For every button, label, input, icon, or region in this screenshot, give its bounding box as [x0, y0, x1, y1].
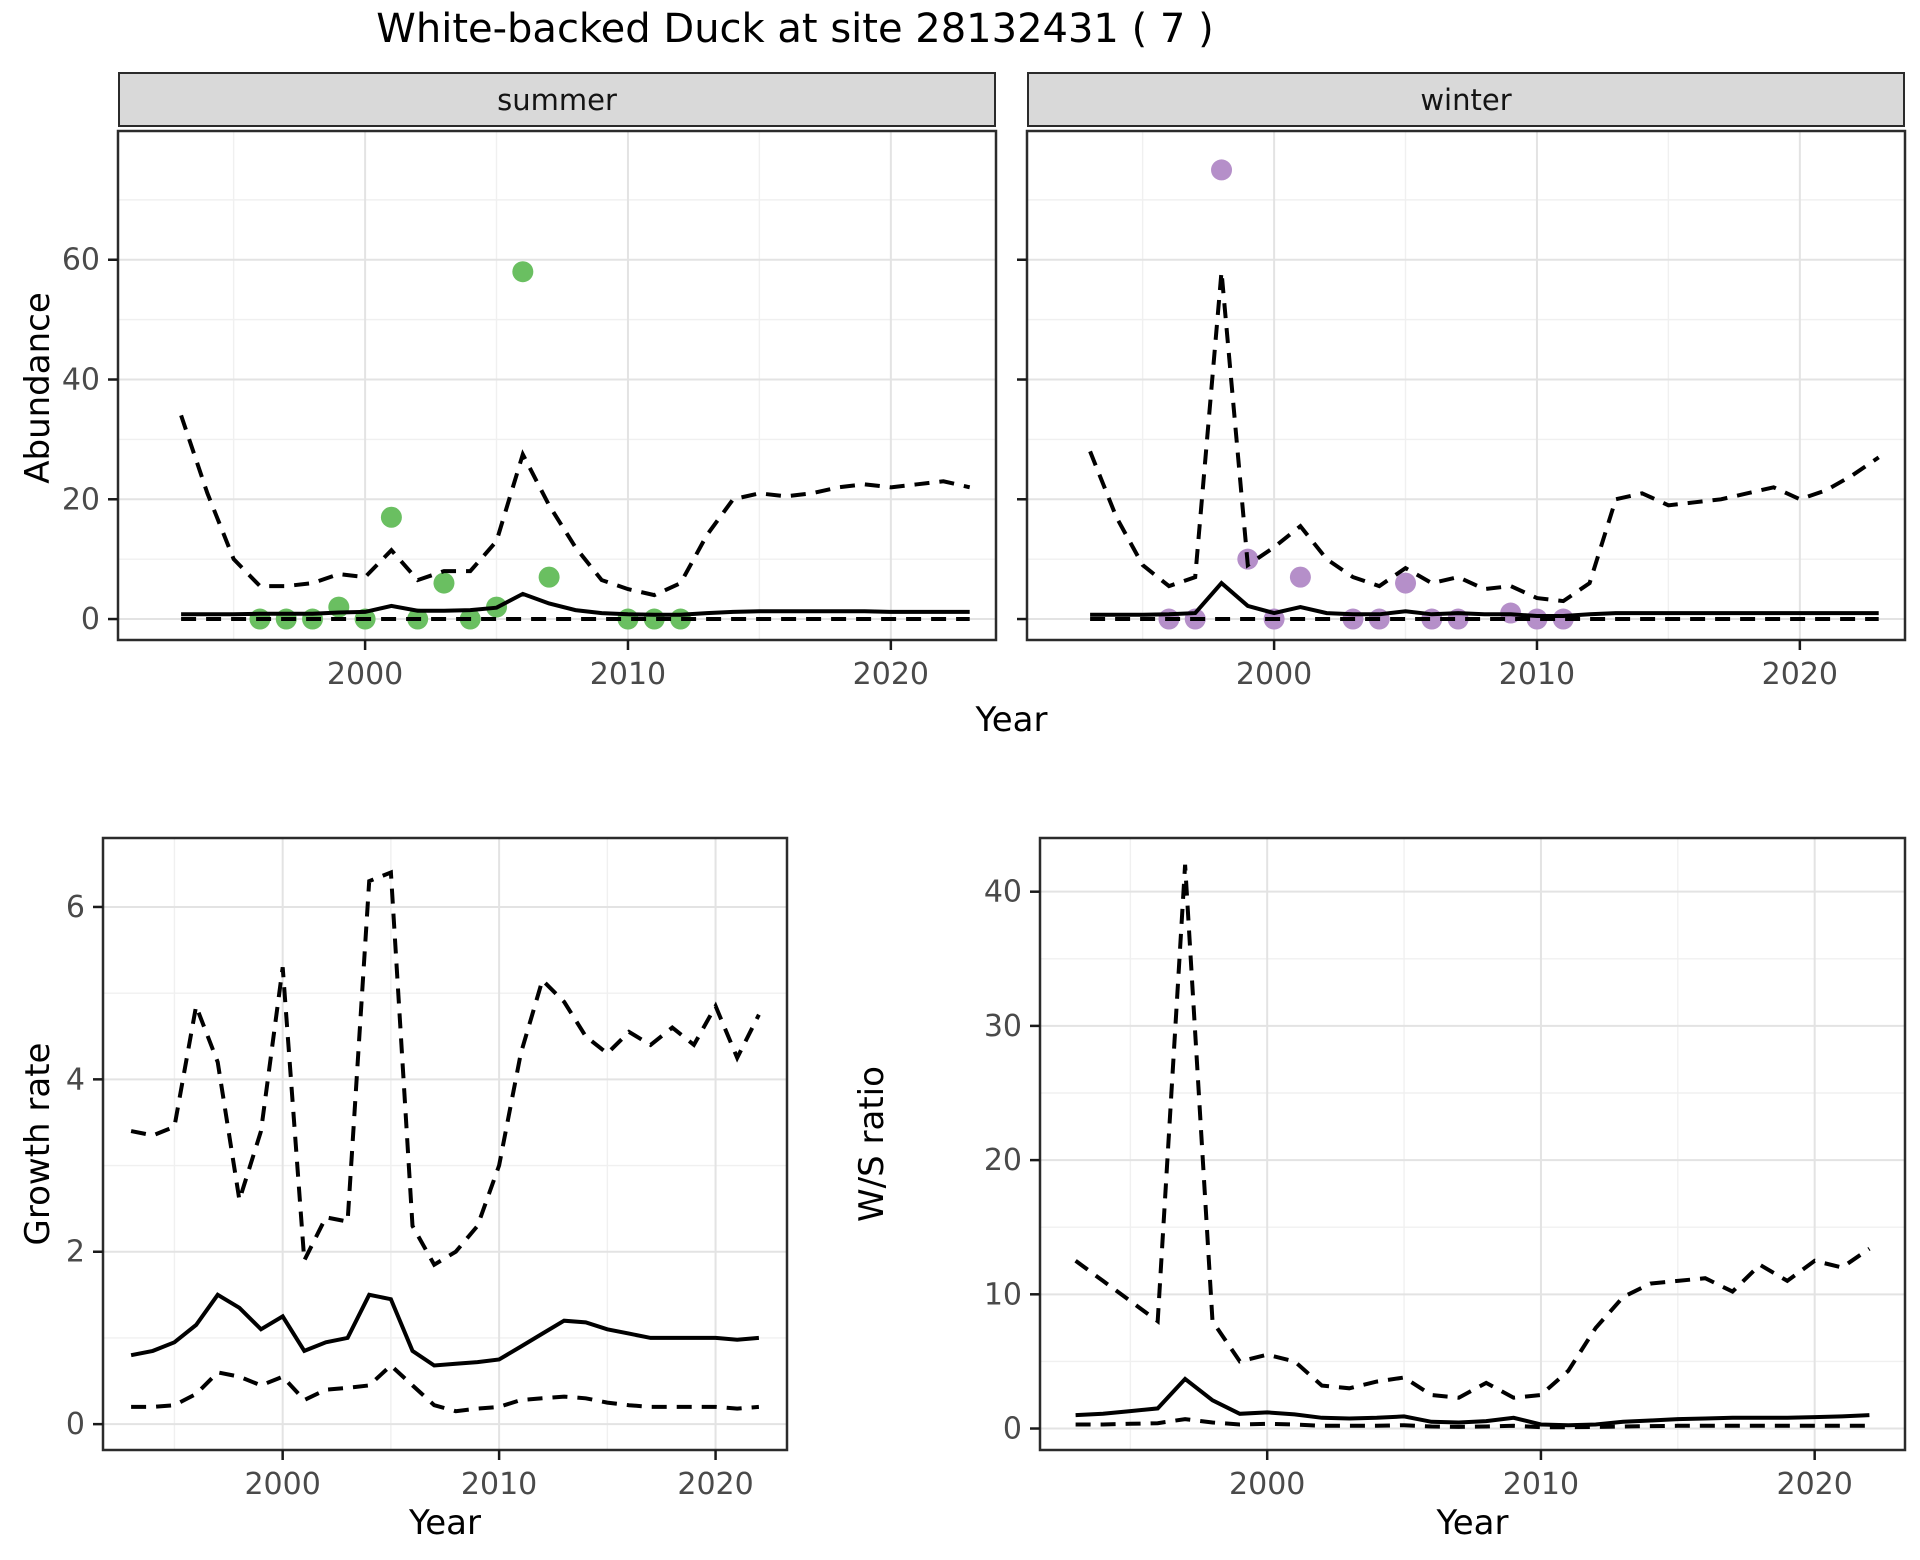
panel-abundance-summer: 2000 2010 2020 0 20 40 60	[62, 129, 998, 692]
series-upper_ci	[130, 869, 761, 1268]
y-tick-label: 40	[984, 875, 1022, 910]
data-point-summer_counts	[512, 261, 534, 283]
data-point-winter_counts	[1395, 572, 1417, 594]
series-lower_ci	[131, 1362, 760, 1414]
x-tick-label: 2010	[1499, 657, 1575, 692]
y-tick-label: 0	[66, 1407, 85, 1442]
facet-strip-winter-label: winter	[1420, 82, 1512, 117]
panel-ws-ratio: 2000 2010 2020 0 10 20 30 40	[984, 836, 1907, 1502]
series-fit	[130, 1292, 760, 1368]
y-axis-title-abundance: Abundance	[18, 292, 58, 484]
x-axis-title-top: Year	[975, 700, 1048, 740]
y-tick-label: 6	[66, 890, 85, 925]
y-axis-title-growth-rate: Growth rate	[18, 1042, 58, 1246]
data-point-summer_counts	[538, 566, 560, 588]
series-lower_ci	[1075, 1417, 1870, 1430]
x-tick-label: 2020	[677, 1467, 753, 1502]
panel-growth-rate: 2000 2010 2020 0 2 4 6	[66, 836, 789, 1502]
y-tick-label: 20	[984, 1143, 1022, 1178]
y-tick-label: 10	[984, 1277, 1022, 1312]
x-tick-label: 2020	[1762, 657, 1838, 692]
data-point-winter_counts	[1211, 159, 1233, 181]
y-tick-label: 4	[66, 1062, 85, 1097]
x-tick-label: 2010	[461, 1467, 537, 1502]
x-tick-label: 2000	[244, 1467, 320, 1502]
x-tick-label: 2000	[1229, 1467, 1305, 1502]
y-tick-label: 40	[62, 363, 100, 398]
x-axis-title-bottom-right: Year	[1436, 1503, 1509, 1543]
x-axis-title-bottom-left: Year	[409, 1503, 481, 1543]
y-tick-label: 20	[62, 482, 100, 517]
data-point-summer_counts	[433, 572, 455, 594]
y-tick-label: 30	[984, 1009, 1022, 1044]
y-axis-title-ws-ratio: W/S ratio	[852, 1066, 892, 1222]
x-tick-label: 2010	[590, 657, 666, 692]
series-fit	[1090, 580, 1879, 618]
y-tick-label: 60	[62, 243, 100, 278]
series-fit	[1075, 1376, 1870, 1428]
data-point-winter_counts	[1289, 566, 1311, 588]
facet-strip-summer: summer	[118, 72, 996, 127]
series-fit	[181, 591, 970, 617]
data-point-summer_counts	[380, 506, 402, 528]
series-upper_ci	[1088, 271, 1880, 604]
x-tick-label: 2000	[1236, 657, 1312, 692]
y-tick-label: 2	[66, 1235, 85, 1270]
x-tick-label: 2010	[1503, 1467, 1579, 1502]
panel-abundance-winter: 2000 2010 2020	[1017, 129, 1907, 692]
facet-strip-summer-label: summer	[497, 82, 617, 117]
y-tick-label: 0	[81, 602, 100, 637]
y-tick-label: 0	[1003, 1412, 1022, 1447]
chart-title: White-backed Duck at site 28132431 ( 7 )	[376, 6, 1214, 52]
x-tick-label: 2020	[1776, 1467, 1852, 1502]
facet-strip-winter: winter	[1027, 72, 1905, 127]
x-tick-label: 2020	[853, 657, 929, 692]
x-tick-label: 2000	[327, 657, 403, 692]
